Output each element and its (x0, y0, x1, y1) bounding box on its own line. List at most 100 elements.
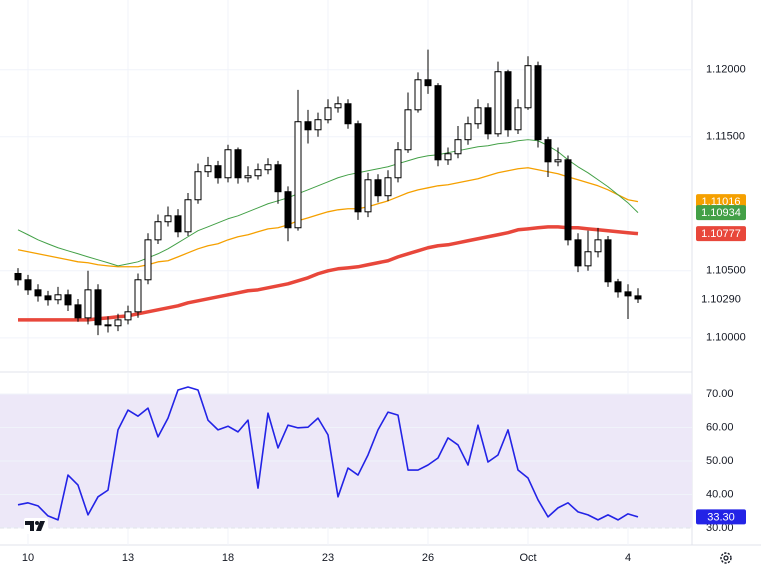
candle-body (104, 324, 112, 327)
candle-body (464, 123, 472, 141)
x-tick-label: 18 (222, 552, 234, 564)
candle-body (234, 149, 242, 179)
candle-body (564, 159, 572, 241)
candle-body (164, 215, 172, 223)
last-price-label: 1.10290 (701, 293, 741, 305)
logo-part (25, 521, 34, 531)
moving-average-line (17, 167, 639, 268)
candle-body (54, 294, 62, 301)
candle-body (244, 175, 252, 179)
candle-body (604, 239, 612, 283)
y-tick-label: 60.00 (706, 421, 734, 433)
price-badge (696, 205, 746, 221)
candle-body (224, 149, 232, 179)
candle-body (264, 164, 272, 171)
candle-body (414, 79, 422, 111)
gear-hub[interactable] (723, 555, 729, 561)
logo-part (36, 521, 45, 531)
logo-bg (24, 518, 48, 534)
marks (14, 49, 642, 521)
candle-body (214, 165, 222, 179)
y-tick-label: 50.00 (706, 455, 734, 467)
candle-body (344, 103, 352, 125)
x-tick-label: Oct (519, 552, 536, 564)
candle-body (74, 304, 82, 319)
candle-body (624, 291, 632, 297)
labels: 1.10000 1.10500 1.11500 1.12000 10 13 18 23 26 Oc… (22, 64, 746, 564)
x-tick-label: 4 (625, 552, 631, 564)
gear-ring[interactable] (720, 552, 732, 564)
candle-body (584, 251, 592, 267)
y-tick-label: 1.10000 (706, 332, 746, 344)
y-tick-label: 1.10500 (706, 265, 746, 277)
price-badge (696, 226, 746, 242)
candle-body (94, 289, 102, 326)
candle-body (504, 71, 512, 131)
candle-body (554, 159, 562, 163)
y-tick-label: 70.00 (706, 388, 734, 400)
moving-average-line (17, 139, 639, 267)
candle-body (304, 121, 312, 131)
y-tick-label: 30.00 (706, 522, 734, 534)
x-tick-label: 10 (22, 552, 34, 564)
settings-icon[interactable] (720, 552, 732, 564)
candle-body (634, 295, 642, 300)
candle-body (324, 107, 332, 121)
candle-body (384, 177, 392, 197)
y-tick-label: 40.00 (706, 488, 734, 500)
candle-body (394, 149, 402, 179)
candle-body (544, 139, 552, 163)
candle-body (194, 171, 202, 201)
candle-body (524, 65, 532, 109)
y-tick-label: 1.11500 (706, 131, 745, 143)
candle-body (144, 239, 152, 281)
candle-body (454, 139, 462, 155)
candle-body (154, 221, 162, 241)
last-price-badge (696, 291, 746, 307)
logo-part (35, 521, 39, 525)
candle-body (534, 65, 542, 141)
price-badge-label: 1.10777 (701, 228, 741, 240)
price-badge-label: 1.11016 (702, 196, 741, 208)
rsi-badge-label: 33.30 (707, 511, 735, 523)
candle-body (474, 107, 482, 125)
y-tick-label: 1.12000 (706, 64, 746, 76)
rsi-line (17, 386, 639, 521)
candle-body (514, 107, 522, 131)
candle-body (434, 85, 442, 161)
candle-body (174, 215, 182, 233)
candle-body (594, 239, 602, 253)
candle-body (334, 103, 342, 109)
candle-body (84, 289, 92, 319)
candle-body (364, 179, 372, 213)
tv-logo (24, 518, 48, 534)
candle-body (24, 279, 32, 291)
grid (0, 0, 692, 545)
candle-body (64, 294, 72, 306)
candle-body (254, 169, 262, 177)
candle-body (354, 123, 362, 213)
candle-body (274, 164, 282, 193)
candle-body (44, 295, 52, 301)
candle-body (614, 281, 622, 293)
candle-body (124, 311, 132, 321)
price-badge-label: 1.10934 (701, 207, 741, 219)
candle-body (114, 319, 122, 327)
moving-average-line (18, 225, 639, 322)
candle-body (204, 165, 212, 173)
candle-body (34, 289, 42, 297)
candle-body (574, 239, 582, 267)
x-tick-label: 13 (122, 552, 134, 564)
candle-body (444, 153, 452, 161)
candle-body (484, 107, 492, 135)
candle-body (314, 119, 322, 131)
candle-body (284, 191, 292, 229)
candle-body (14, 272, 22, 281)
candle-body (404, 109, 412, 151)
candle-body (134, 279, 142, 313)
candle-body (184, 199, 192, 233)
candle-body (424, 79, 432, 87)
rsi-badge (696, 509, 746, 525)
